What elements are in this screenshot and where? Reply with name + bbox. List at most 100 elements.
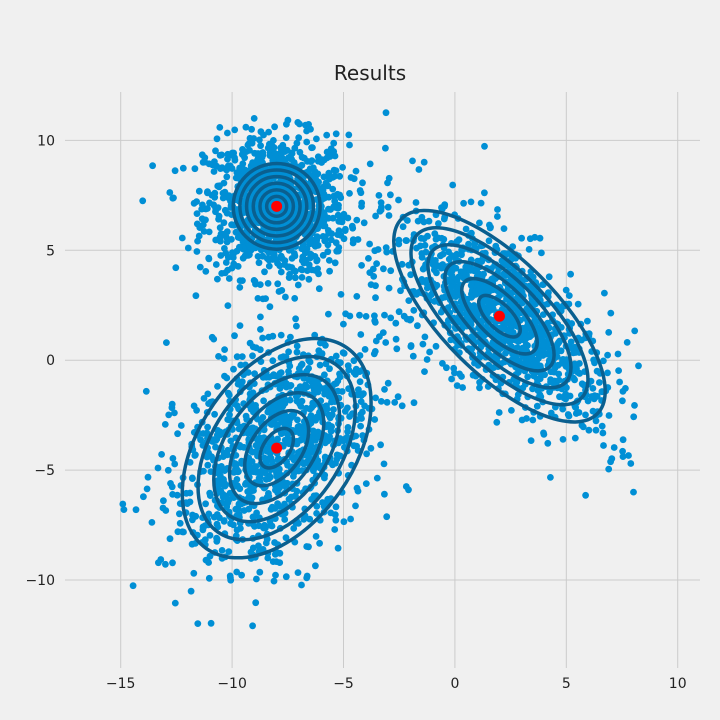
scatter-point [298,245,306,253]
scatter-point [160,497,167,505]
scatter-point [294,281,302,289]
scatter-point [171,460,179,468]
contour-ellipse [238,168,316,245]
scatter-point [313,510,320,517]
contour-ellipse [258,188,296,225]
scatter-point [199,201,206,209]
scatter-point [233,476,241,483]
scatter-point [228,236,235,243]
scatter-point [596,379,603,386]
scatter-point [277,252,285,260]
scatter-point [391,399,399,406]
scatter-point [324,241,332,249]
scatter-point [223,209,231,217]
scatter-point [567,270,574,278]
scatter-point [249,544,257,552]
scatter-point [213,135,221,143]
scatter-point [331,172,338,180]
scatter-point [335,452,343,459]
scatter-point [249,343,257,351]
scatter-point [572,410,580,417]
scatter-point [365,255,372,262]
scatter-point [252,599,260,607]
scatter-point [362,480,370,487]
scatter-point [249,352,256,360]
scatter-point [240,443,248,451]
scatter-point [220,355,228,362]
scatter-point [247,487,255,495]
scatter-point [295,134,303,142]
scatter-point [328,411,336,419]
scatter-point [303,127,310,135]
scatter-point [419,340,427,348]
scatter-point [165,411,173,419]
scatter-point [190,569,198,577]
scatter-point [326,365,333,373]
scatter-point [239,277,246,284]
contour-ellipse [476,293,522,339]
scatter-point [179,164,187,172]
scatter-point [327,236,335,244]
scatter-point [467,198,475,206]
scatter-point [531,316,539,324]
scatter-point [287,333,294,341]
scatter-point [288,255,296,262]
scatter-point [310,241,318,249]
scatter-point [205,574,213,582]
scatter-point [610,444,618,451]
scatter-point [341,227,349,235]
scatter-point [220,179,228,187]
scatter-point [246,242,254,250]
scatter-point [431,297,438,305]
scatter-point [254,442,262,450]
scatter-point [363,450,370,458]
scatter-point [169,194,177,202]
scatter-point [207,619,215,627]
scatter-point [265,333,273,341]
scatter-point [367,444,375,452]
scatter-point [174,528,182,536]
scatter-point [331,511,339,519]
scatter-point [211,410,219,418]
scatter-point [295,520,302,527]
scatter-point [166,189,174,196]
scatter-point [427,291,435,299]
scatter-point [193,198,201,206]
scatter-point [196,263,204,271]
scatter-point [246,146,253,154]
scatter-point [527,437,535,444]
scatter-point [476,378,483,386]
scatter-point [256,346,264,354]
scatter-point [592,426,600,434]
scatter-point [403,315,411,323]
scatter-point [251,523,258,530]
scatter-point [169,491,177,498]
scatter-point [176,510,183,518]
scatter-point [513,344,521,351]
contour-ellipse [460,276,539,356]
scatter-point [269,357,277,365]
scatter-point [331,526,339,533]
scatter-point [249,513,257,521]
scatter-point [562,286,570,294]
scatter-point [245,493,253,501]
scatter-point [236,284,244,291]
scatter-point [269,156,277,163]
scatter-point [453,382,461,389]
scatter-point [352,502,359,510]
scatter-point [571,434,579,442]
scatter-point [215,353,222,360]
scatter-point [372,282,379,290]
scatter-point [236,234,244,242]
scatter-point [420,218,428,226]
scatter-point [300,516,308,523]
scatter-point [285,263,293,271]
scatter-point [293,487,301,495]
scatter-point [387,314,395,322]
scatter-point [169,559,176,567]
scatter-point [607,458,614,466]
scatter-point [281,257,289,265]
scatter-point [274,259,281,267]
scatter-point [523,415,530,422]
scatter-point [255,150,262,158]
